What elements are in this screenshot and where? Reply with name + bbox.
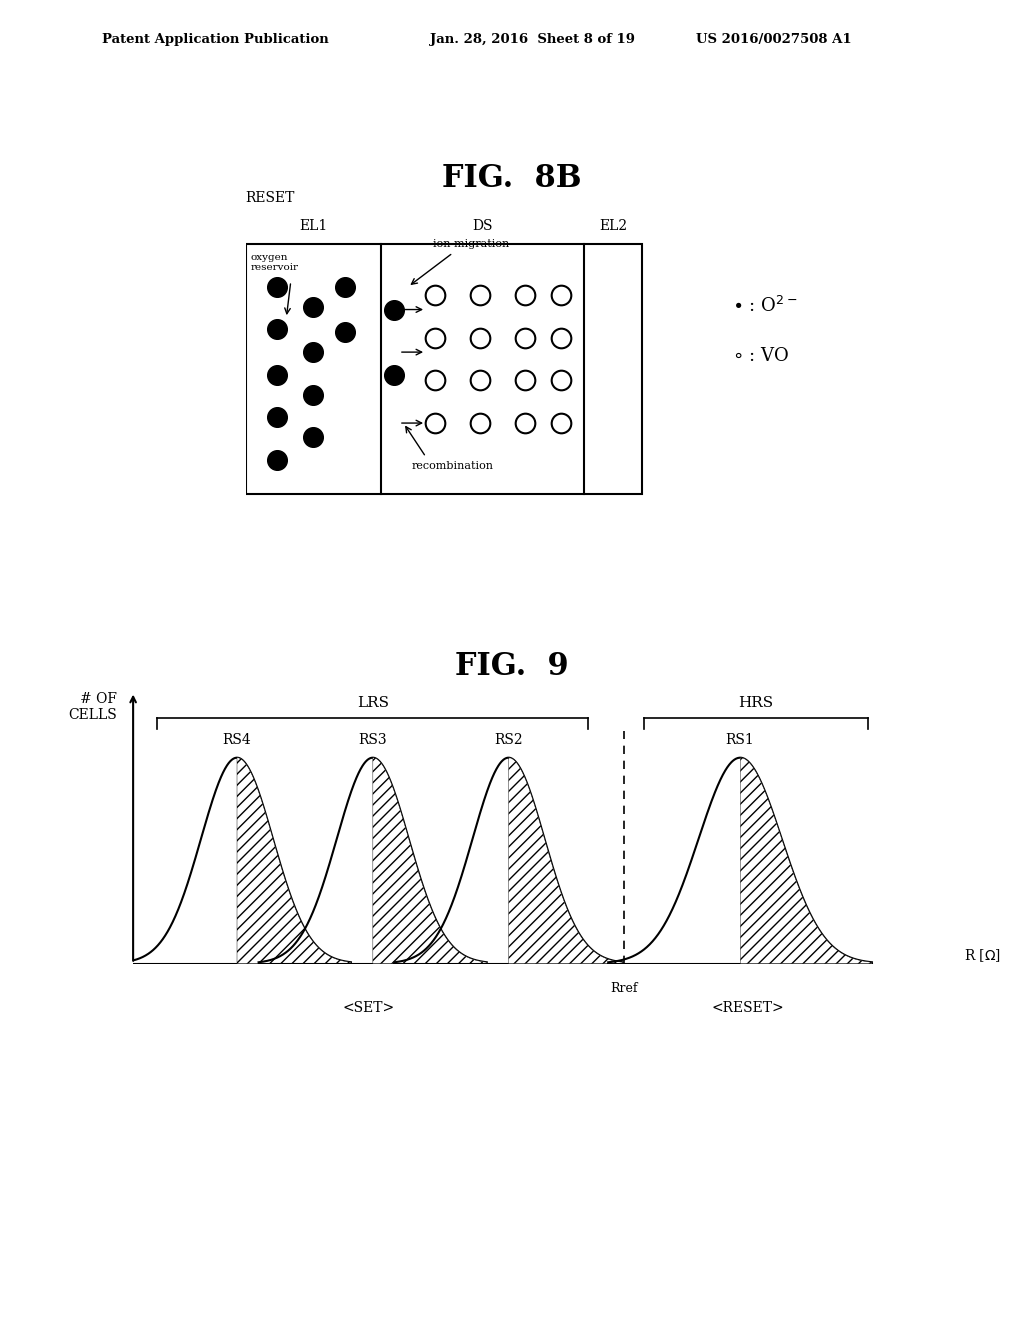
Point [472, 327, 488, 348]
Text: DS: DS [472, 219, 493, 232]
Point [427, 370, 443, 391]
Text: FIG.  9: FIG. 9 [456, 651, 568, 682]
Point [517, 327, 534, 348]
Text: RS3: RS3 [358, 733, 387, 747]
Point [472, 412, 488, 433]
Point [269, 449, 286, 470]
Text: # OF
CELLS: # OF CELLS [69, 692, 117, 722]
Point [337, 322, 353, 343]
Point [427, 327, 443, 348]
Text: $\circ$ : VO: $\circ$ : VO [732, 347, 790, 366]
Point [269, 319, 286, 341]
Text: RS2: RS2 [495, 733, 523, 747]
Point [517, 285, 534, 306]
Text: US 2016/0027508 A1: US 2016/0027508 A1 [696, 33, 852, 46]
Text: EL1: EL1 [299, 219, 328, 232]
Text: ion migration: ion migration [433, 239, 509, 248]
Point [269, 276, 286, 297]
Text: RESET: RESET [246, 190, 295, 205]
Point [305, 342, 322, 363]
Text: EL2: EL2 [599, 219, 627, 232]
Point [553, 370, 569, 391]
Text: HRS: HRS [738, 696, 774, 710]
Text: $\bullet$ : O$^{2-}$: $\bullet$ : O$^{2-}$ [732, 296, 798, 317]
Point [427, 285, 443, 306]
Point [553, 327, 569, 348]
Point [305, 384, 322, 405]
Text: Jan. 28, 2016  Sheet 8 of 19: Jan. 28, 2016 Sheet 8 of 19 [430, 33, 635, 46]
Text: <SET>: <SET> [343, 1001, 395, 1015]
Point [553, 285, 569, 306]
Text: Rref: Rref [610, 982, 638, 995]
Text: R [$\Omega$]: R [$\Omega$] [964, 946, 1000, 964]
Text: <RESET>: <RESET> [712, 1001, 784, 1015]
Point [269, 364, 286, 385]
Text: oxygen
reservoir: oxygen reservoir [250, 253, 298, 272]
Point [553, 412, 569, 433]
Text: recombination: recombination [412, 461, 494, 471]
Point [337, 276, 353, 297]
Point [427, 412, 443, 433]
Text: Patent Application Publication: Patent Application Publication [102, 33, 329, 46]
Point [517, 412, 534, 433]
Text: RS4: RS4 [222, 733, 251, 747]
Point [472, 285, 488, 306]
Point [305, 426, 322, 447]
Bar [246, 244, 642, 494]
Text: LRS: LRS [356, 696, 389, 710]
Point [269, 407, 286, 428]
Point [305, 296, 322, 317]
Point [517, 370, 534, 391]
Point [386, 300, 402, 321]
Point [386, 364, 402, 385]
Text: FIG.  8B: FIG. 8B [442, 162, 582, 194]
Text: RS1: RS1 [726, 733, 755, 747]
Point [472, 370, 488, 391]
